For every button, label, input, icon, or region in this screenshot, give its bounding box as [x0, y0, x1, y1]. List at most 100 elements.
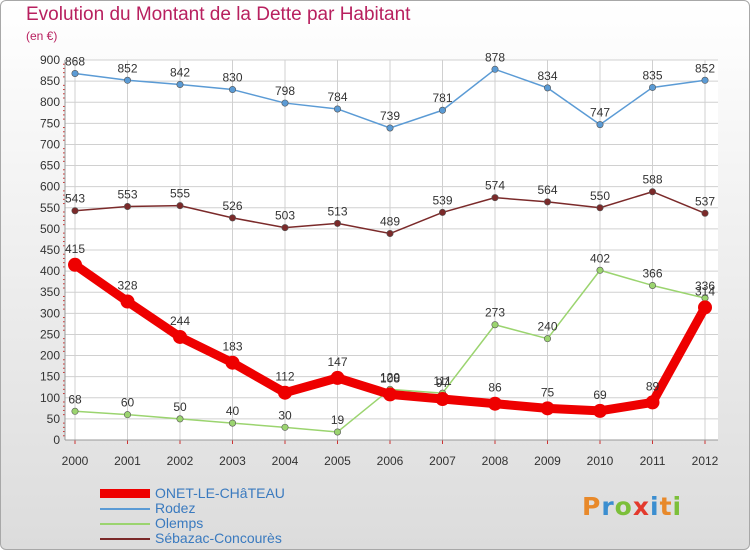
- data-point: [383, 387, 397, 402]
- data-point: [438, 208, 446, 216]
- data-label: 574: [485, 179, 505, 193]
- data-label: 747: [590, 106, 610, 120]
- data-label: 86: [488, 381, 502, 395]
- y-tick-label: 750: [40, 116, 60, 130]
- logo-letter: i: [672, 492, 683, 521]
- y-tick-label: 600: [40, 180, 60, 194]
- data-label: 550: [590, 189, 610, 203]
- legend-swatch: [100, 523, 150, 525]
- data-point: [540, 401, 555, 416]
- data-label: 244: [170, 314, 190, 328]
- data-point: [645, 395, 660, 410]
- data-label: 108: [380, 371, 400, 385]
- data-point: [648, 188, 656, 196]
- data-point: [71, 407, 79, 415]
- x-tick-label: 2004: [272, 454, 299, 468]
- y-tick-label: 900: [40, 53, 60, 67]
- legend-label: Olemps: [155, 515, 204, 531]
- data-label: 69: [593, 388, 607, 402]
- data-point: [648, 281, 656, 289]
- data-point: [596, 266, 604, 274]
- data-point: [71, 70, 79, 78]
- x-tick-label: 2000: [62, 454, 89, 468]
- data-point: [543, 198, 551, 206]
- data-label: 553: [117, 188, 137, 202]
- data-point: [698, 300, 712, 315]
- data-label: 336: [695, 279, 715, 293]
- chart-unit: (en €): [26, 29, 58, 43]
- data-point: [386, 230, 394, 238]
- logo-letter: o: [614, 492, 633, 521]
- y-tick-label: 200: [40, 349, 60, 363]
- legend-label: ONET-LE-CHâTEAU: [155, 485, 285, 501]
- data-point: [596, 121, 604, 129]
- data-point: [491, 194, 499, 202]
- data-label: 147: [327, 355, 347, 369]
- data-point: [333, 219, 341, 227]
- data-point: [648, 83, 656, 91]
- logo-letter: i: [650, 492, 660, 521]
- data-label: 50: [173, 400, 187, 414]
- data-label: 868: [65, 55, 85, 69]
- data-label: 739: [380, 109, 400, 123]
- data-label: 555: [170, 187, 190, 201]
- data-point: [124, 76, 132, 84]
- data-label: 112: [275, 370, 294, 384]
- chart-title: Evolution du Montant de la Dette par Hab…: [26, 4, 411, 25]
- logo-letter: t: [659, 492, 673, 521]
- x-tick-label: 2011: [640, 454, 666, 468]
- data-point: [176, 202, 184, 210]
- y-tick-label: 500: [40, 222, 60, 236]
- legend-swatch: [100, 489, 150, 498]
- y-tick-label: 50: [47, 412, 61, 426]
- logo-letter: x: [632, 492, 650, 521]
- data-label: 878: [485, 50, 505, 64]
- data-point: [330, 370, 345, 385]
- y-tick-label: 250: [40, 327, 60, 341]
- data-label: 852: [117, 61, 137, 75]
- data-label: 97: [436, 376, 450, 390]
- data-label: 539: [432, 193, 452, 207]
- data-label: 19: [331, 413, 345, 427]
- data-label: 120: [380, 370, 400, 384]
- data-point: [120, 294, 135, 309]
- y-tick-label: 550: [40, 201, 60, 215]
- legend-label: Rodez: [155, 500, 196, 516]
- proxiti-logo: Proxiti: [582, 492, 682, 521]
- y-tick-label: 800: [40, 95, 60, 109]
- data-point: [68, 257, 82, 272]
- data-point: [124, 411, 132, 419]
- data-label: 183: [222, 340, 242, 354]
- data-label: 784: [327, 90, 347, 104]
- data-label: 526: [222, 199, 242, 213]
- data-label: 834: [537, 69, 557, 83]
- x-tick-label: 2012: [692, 454, 719, 468]
- x-tick-label: 2008: [482, 454, 509, 468]
- legend-swatch: [100, 538, 150, 540]
- data-point: [435, 392, 450, 407]
- x-tick-label: 2010: [587, 454, 614, 468]
- y-tick-label: 350: [40, 285, 60, 299]
- data-point: [229, 86, 237, 94]
- data-point: [225, 355, 240, 370]
- y-tick-label: 700: [40, 137, 60, 151]
- data-label: 513: [327, 204, 347, 218]
- data-point: [281, 99, 289, 107]
- data-label: 68: [68, 392, 82, 406]
- data-label: 842: [170, 65, 190, 79]
- data-label: 402: [590, 251, 610, 265]
- data-point: [333, 428, 341, 436]
- x-tick-label: 2009: [534, 454, 561, 468]
- data-label: 75: [541, 385, 555, 399]
- data-point: [281, 224, 289, 232]
- x-tick-label: 2006: [377, 454, 404, 468]
- data-point: [386, 124, 394, 132]
- data-point: [124, 203, 132, 211]
- data-point: [701, 209, 709, 217]
- data-label: 489: [380, 215, 400, 229]
- data-point: [278, 385, 292, 400]
- data-label: 240: [537, 320, 557, 334]
- y-tick-label: 100: [40, 391, 60, 405]
- data-point: [176, 80, 184, 88]
